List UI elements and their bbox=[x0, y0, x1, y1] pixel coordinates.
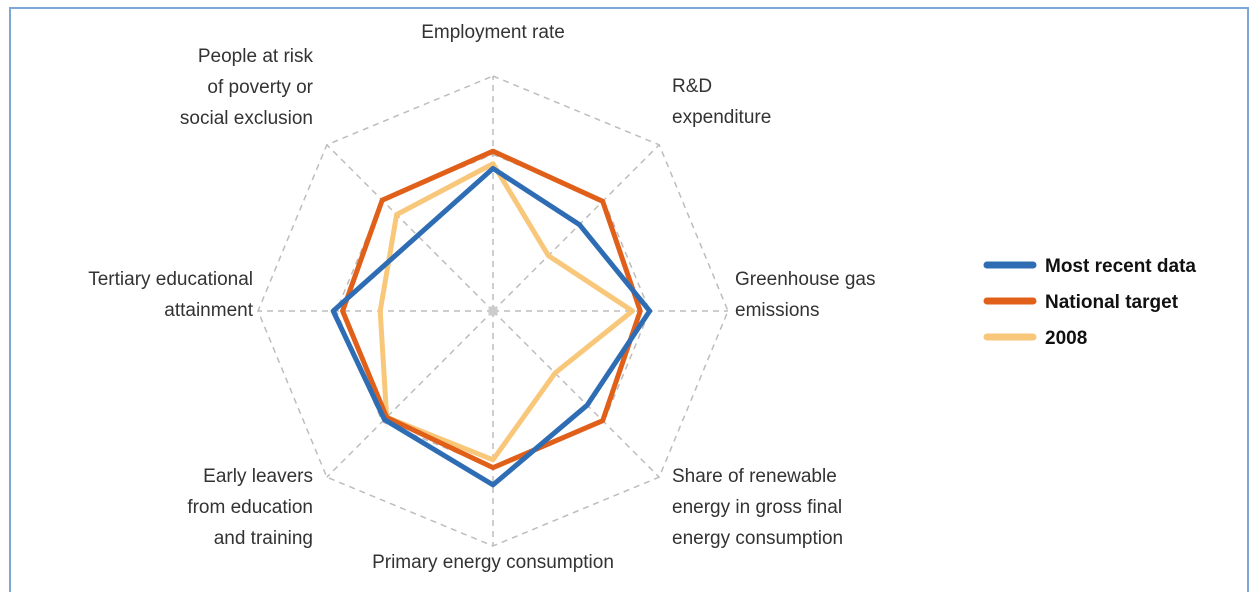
axis-label: Primary energy consumption bbox=[372, 552, 614, 573]
axis-label-line: Tertiary educational bbox=[88, 269, 253, 290]
series-line bbox=[330, 165, 653, 488]
axis-label-line: R&D bbox=[672, 76, 712, 97]
axis-label-line: expenditure bbox=[672, 107, 771, 128]
axis-label: Greenhouse gas emissions bbox=[735, 269, 876, 321]
legend-label: National target bbox=[1045, 292, 1179, 313]
axis-label-line: Share of renewable bbox=[672, 466, 837, 487]
axis-label-line: of poverty or bbox=[207, 77, 313, 98]
axis-label-line: People at risk bbox=[198, 46, 314, 67]
axis-label: R&D expenditure bbox=[672, 76, 771, 128]
axis-label-line: energy consumption bbox=[672, 528, 843, 549]
legend-label: Most recent data bbox=[1045, 256, 1196, 277]
axis-label-line: Early leavers bbox=[203, 466, 313, 487]
axis-label-line: and training bbox=[214, 528, 313, 549]
axis-label: Share of renewable energy in gross final e… bbox=[672, 466, 843, 549]
axis-label-line: energy in gross final bbox=[672, 497, 842, 518]
axis-label-line: emissions bbox=[735, 300, 819, 321]
axis-label: Early leavers from education and training bbox=[187, 466, 313, 549]
axis-label-line: Greenhouse gas bbox=[735, 269, 876, 290]
axis-label: Employment rate bbox=[421, 22, 565, 43]
center-dot bbox=[488, 306, 498, 316]
frame bbox=[9, 7, 1249, 592]
axis-label-line: Primary energy consumption bbox=[372, 552, 614, 573]
axis-label-line: from education bbox=[187, 497, 313, 518]
axis-label-line: social exclusion bbox=[180, 108, 313, 129]
axis-label-line: Employment rate bbox=[421, 22, 565, 43]
axis-label-line: attainment bbox=[164, 300, 253, 321]
series-line bbox=[377, 161, 635, 463]
axis-label: People at risk of poverty or social exclus… bbox=[180, 46, 314, 129]
axis-label: Tertiary educational attainment bbox=[88, 269, 253, 321]
series-line bbox=[340, 148, 643, 471]
legend-label: 2008 bbox=[1045, 328, 1087, 349]
grid-ring bbox=[335, 153, 651, 469]
